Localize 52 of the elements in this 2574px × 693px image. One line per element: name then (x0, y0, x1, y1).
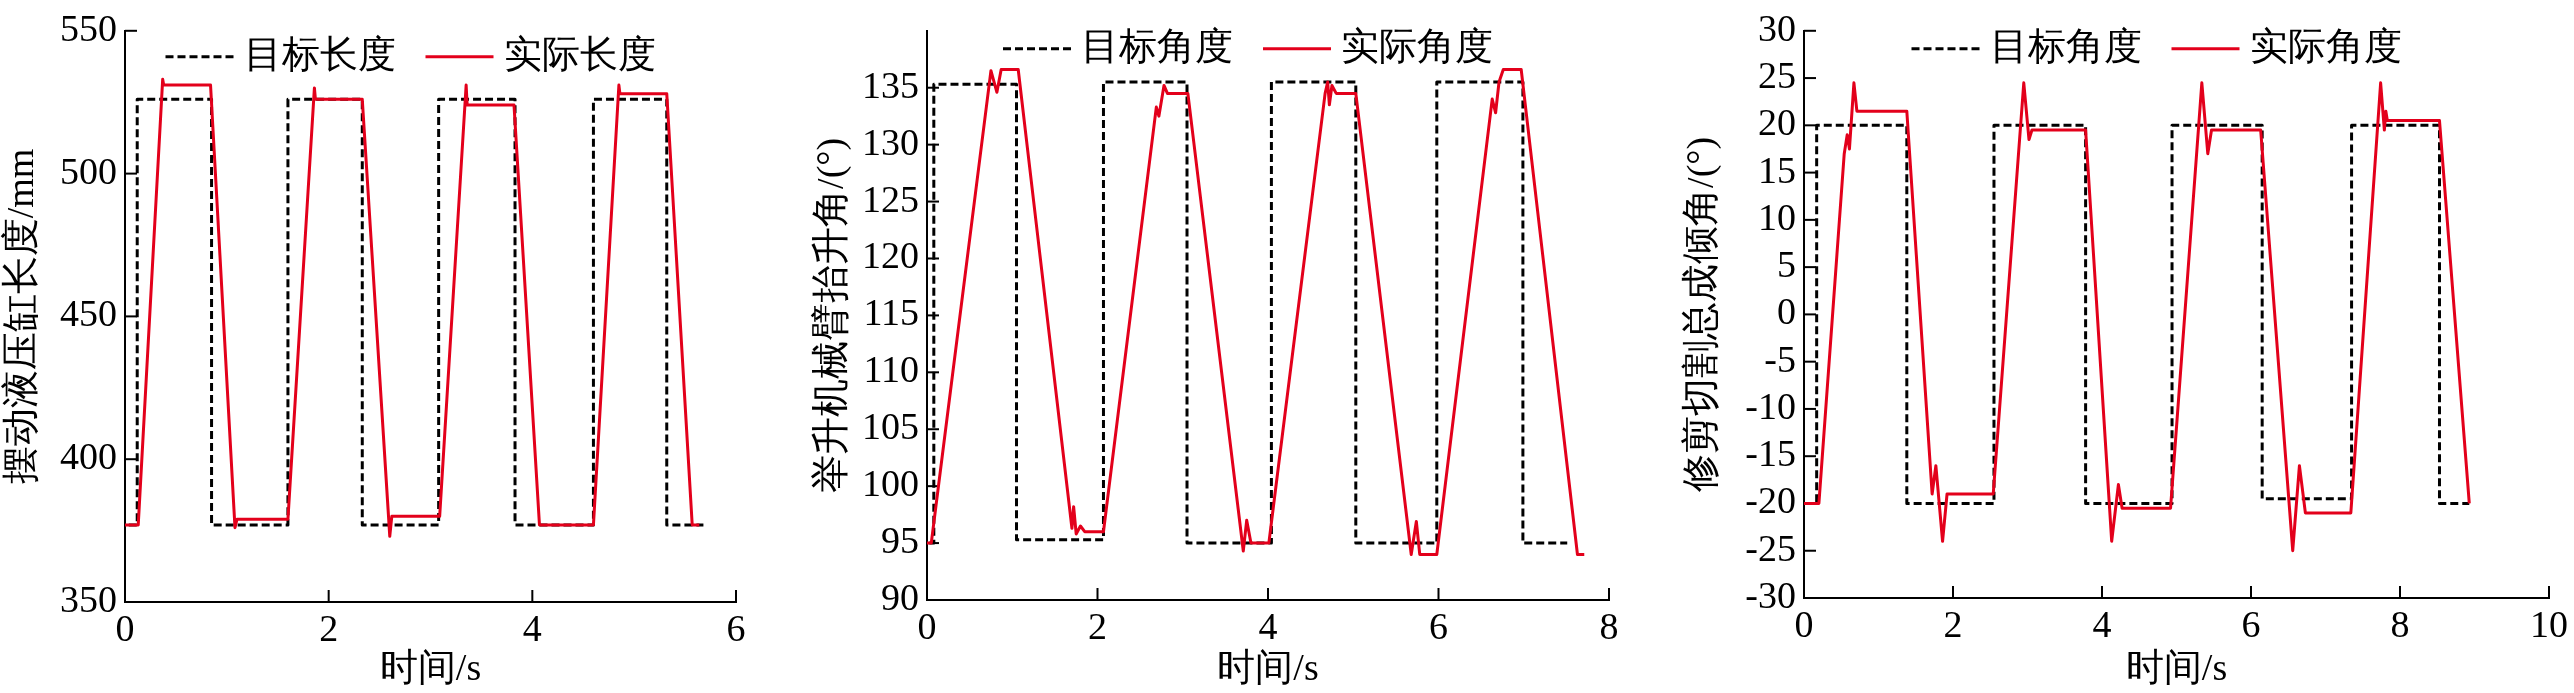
legend-label: 实际角度 (2249, 24, 2402, 67)
y-tick-label: 120 (862, 234, 919, 277)
x-tick-label: 6 (1429, 604, 1448, 647)
y-tick-label: 550 (60, 6, 117, 49)
y-tick-label: -20 (1745, 479, 1796, 522)
y-tick-label: -25 (1745, 526, 1796, 569)
y-tick-label: 500 (60, 149, 117, 192)
x-tick-label: 2 (1088, 604, 1107, 647)
y-tick-label: 110 (863, 348, 919, 391)
y-tick-label: 400 (60, 435, 117, 478)
y-tick-label: 105 (862, 405, 919, 448)
x-tick-label: 10 (2530, 602, 2568, 645)
y-tick-label: 25 (1758, 54, 1796, 97)
x-tick-label: 6 (2241, 602, 2261, 645)
y-tick-label: 450 (60, 292, 117, 335)
y-tick-label: -10 (1745, 384, 1796, 427)
y-axis-title: 摆动液压缸长度/mm (0, 148, 41, 485)
legend-label: 实际长度 (503, 32, 656, 75)
y-tick-label: 15 (1758, 148, 1796, 191)
y-tick-label: 135 (862, 63, 919, 106)
y-tick-label: 90 (881, 575, 919, 618)
y-tick-label: -15 (1745, 432, 1796, 475)
x-tick-label: 8 (1599, 604, 1619, 647)
x-tick-label: 6 (726, 606, 746, 649)
legend-label: 目标长度 (243, 32, 396, 75)
y-tick-label: 100 (862, 462, 919, 505)
y-tick-label: 0 (1777, 290, 1796, 333)
x-axis-title: 时间/s (2125, 646, 2228, 689)
y-tick-label: 350 (60, 577, 117, 620)
x-tick-label: 4 (522, 606, 542, 649)
x-tick-label: 4 (1258, 604, 1278, 647)
y-tick-label: 95 (881, 519, 919, 562)
y-axis-title: 修剪切割总成倾角/(°) (1678, 136, 1722, 492)
y-tick-label: -5 (1764, 337, 1796, 380)
legend-label: 实际角度 (1341, 24, 1493, 67)
x-tick-label: 8 (2390, 602, 2410, 645)
y-tick-label: 10 (1758, 195, 1796, 238)
x-tick-label: 2 (319, 606, 339, 649)
y-axis-title: 举升机械臂抬升角/(°) (808, 137, 852, 493)
x-axis-title: 时间/s (379, 646, 482, 689)
y-tick-label: 5 (1777, 243, 1796, 286)
y-tick-label: 130 (862, 120, 919, 163)
y-tick-label: 125 (862, 177, 919, 220)
legend-label: 目标角度 (1989, 24, 2142, 67)
x-tick-label: 4 (2092, 602, 2112, 645)
x-tick-label: 2 (1943, 602, 1963, 645)
y-tick-label: 115 (863, 291, 919, 334)
legend-label: 目标角度 (1081, 24, 1233, 67)
y-tick-label: 30 (1758, 6, 1796, 49)
y-tick-label: -30 (1745, 573, 1796, 616)
y-tick-label: 20 (1758, 101, 1796, 144)
x-axis-title: 时间/s (1217, 646, 1319, 689)
